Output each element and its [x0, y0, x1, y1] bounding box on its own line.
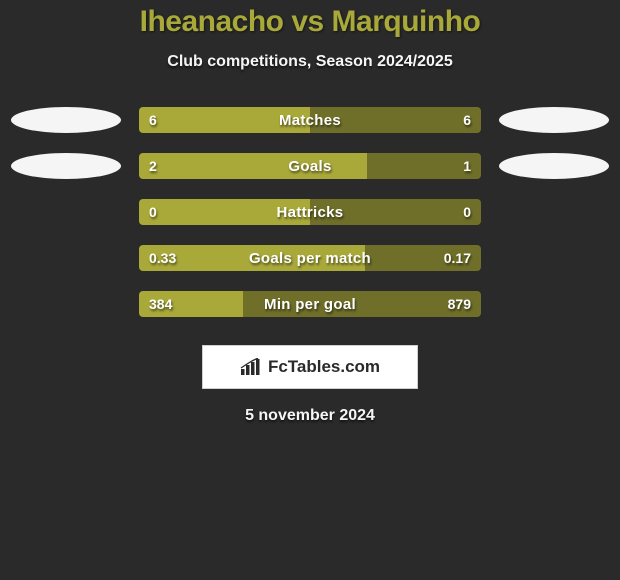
player-left-ellipse [11, 153, 121, 179]
stat-value-left: 0 [149, 199, 157, 225]
bar-bg [139, 245, 481, 271]
stat-value-right: 879 [448, 291, 471, 317]
bar-bg [139, 291, 481, 317]
stat-bar: Min per goal384879 [139, 291, 481, 317]
stat-bar: Matches66 [139, 107, 481, 133]
player-right-ellipse [499, 107, 609, 133]
bar-left-fill [139, 153, 367, 179]
bar-left-fill [139, 199, 310, 225]
logo-text: FcTables.com [268, 357, 380, 377]
bar-right-fill [243, 291, 481, 317]
bar-bg [139, 107, 481, 133]
stat-value-left: 0.33 [149, 245, 176, 271]
comparison-card: Iheanacho vs Marquinho Club competitions… [0, 0, 620, 425]
bar-bg [139, 199, 481, 225]
date-text: 5 november 2024 [0, 407, 620, 425]
player-right-ellipse [499, 153, 609, 179]
stat-value-right: 0.17 [444, 245, 471, 271]
stat-bar: Goals per match0.330.17 [139, 245, 481, 271]
stat-row: Goals per match0.330.17 [0, 245, 620, 271]
logo-box[interactable]: FcTables.com [202, 345, 418, 389]
stat-value-right: 6 [463, 107, 471, 133]
stat-value-left: 2 [149, 153, 157, 179]
stat-value-left: 6 [149, 107, 157, 133]
bar-bg [139, 153, 481, 179]
stat-value-right: 0 [463, 199, 471, 225]
stat-row: Goals21 [0, 153, 620, 179]
stat-bar: Hattricks00 [139, 199, 481, 225]
stat-row: Hattricks00 [0, 199, 620, 225]
stat-row: Min per goal384879 [0, 291, 620, 317]
bar-right-fill [310, 107, 481, 133]
subtitle: Club competitions, Season 2024/2025 [0, 53, 620, 71]
stat-value-left: 384 [149, 291, 172, 317]
stat-bar: Goals21 [139, 153, 481, 179]
bar-right-fill [310, 199, 481, 225]
bar-chart-icon [240, 358, 262, 376]
stat-value-right: 1 [463, 153, 471, 179]
bar-left-fill [139, 107, 310, 133]
player-left-ellipse [11, 107, 121, 133]
stat-rows: Matches66Goals21Hattricks00Goals per mat… [0, 107, 620, 317]
stat-row: Matches66 [0, 107, 620, 133]
page-title: Iheanacho vs Marquinho [0, 5, 620, 39]
